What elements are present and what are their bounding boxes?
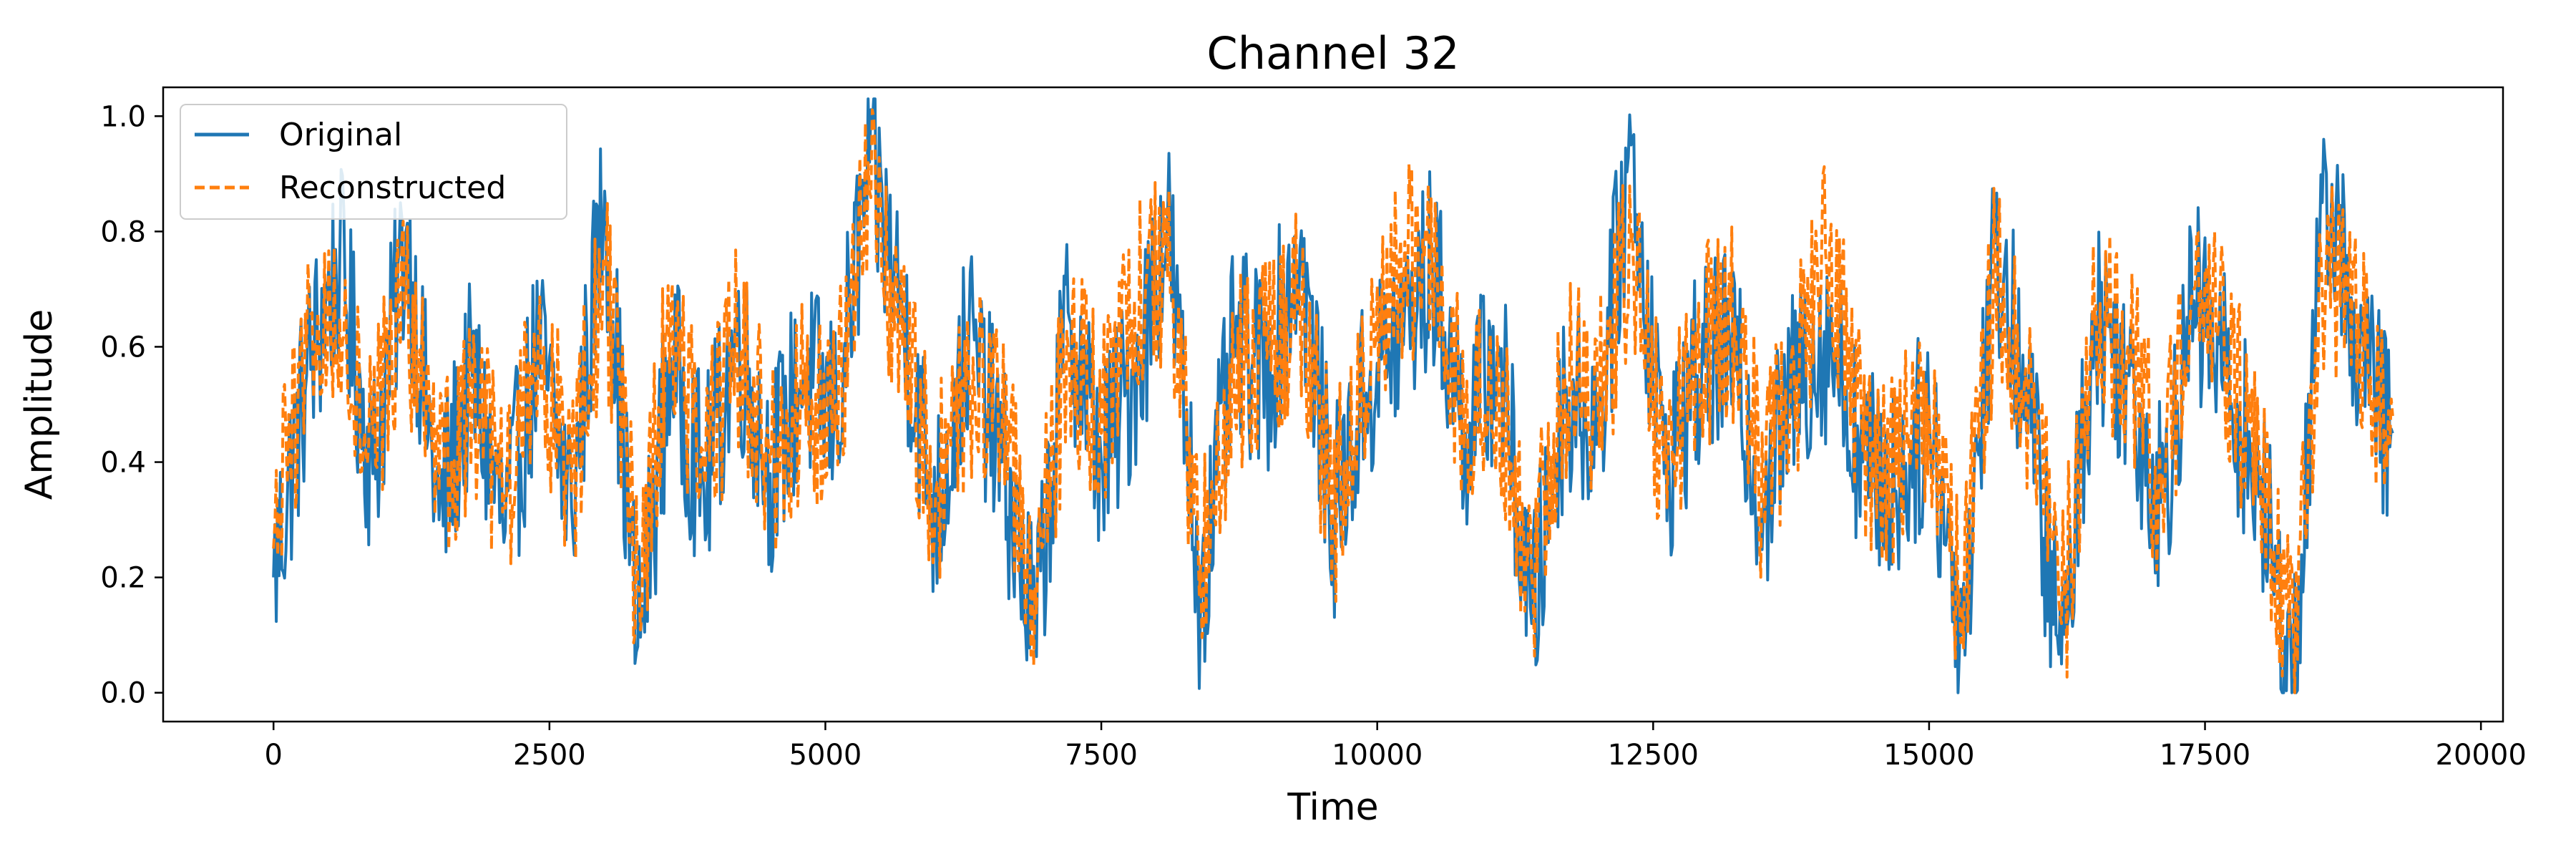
y-tick-label: 0.4 [100,447,146,480]
x-tick-label: 7500 [1065,739,1138,772]
x-tick-label: 17500 [2160,739,2250,772]
plot-frame [162,86,2504,723]
series-line-reconstructed [272,108,2394,694]
chart-title: Channel 32 [1206,27,1459,79]
x-tick-label: 20000 [2436,739,2527,772]
x-tick-label: 2500 [513,739,586,772]
x-tick-label: 12500 [1608,739,1699,772]
y-tick-label: 0.6 [100,331,146,364]
y-tick-label: 0.0 [100,677,146,710]
legend: Original Reconstructed [180,104,567,220]
y-axis-label: Amplitude [18,309,61,500]
legend-box [180,104,567,220]
x-tick-label: 10000 [1332,739,1423,772]
x-tick-label: 5000 [789,739,862,772]
y-tick-label: 1.0 [100,100,146,133]
y-tick-label: 0.2 [100,562,146,595]
y-tick-label: 0.8 [100,215,146,248]
x-axis-label: Time [1287,786,1378,829]
x-tick-label: 15000 [1883,739,1974,772]
legend-label-original: Original [279,117,402,153]
y-axis-ticks: 0.0 0.2 0.4 0.6 0.8 1.0 [100,100,163,710]
x-axis-ticks: 0 2500 5000 7500 10000 12500 15000 17500 20000 [265,722,2527,772]
legend-label-reconstructed: Reconstructed [279,170,506,206]
x-tick-label: 0 [265,739,283,772]
series-layer [272,97,2394,694]
